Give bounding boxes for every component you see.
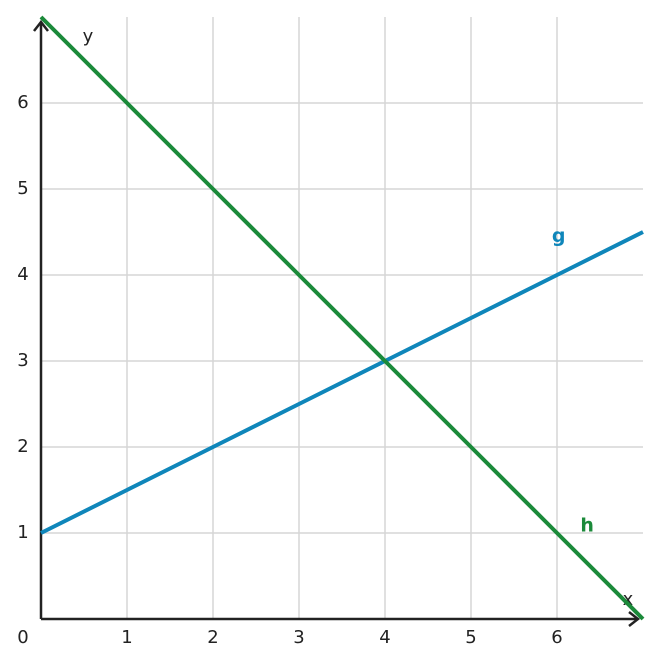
line — [40, 230, 644, 535]
y-tick-label: 6 — [17, 92, 28, 113]
y-axis-arrow — [33, 19, 49, 32]
y-tick-label: 2 — [17, 436, 28, 457]
y-axis-label: y — [83, 26, 94, 47]
x-axis-label: x — [623, 589, 634, 610]
y-tick-label: 5 — [17, 178, 28, 199]
x-tick-label: 4 — [379, 627, 390, 648]
x-tick-label: 2 — [207, 627, 218, 648]
y-tick-label: 4 — [17, 264, 28, 285]
series-label: h — [580, 515, 594, 537]
series-label: g — [552, 225, 566, 247]
x-tick-label: 6 — [551, 627, 562, 648]
x-tick-label: 1 — [121, 627, 132, 648]
x-tick-label: 5 — [465, 627, 476, 648]
x-axis-arrow — [628, 611, 641, 627]
line — [39, 15, 645, 621]
x-tick-label: 0 — [17, 627, 28, 648]
y-tick-label: 1 — [17, 522, 28, 543]
y-tick-label: 3 — [17, 350, 28, 371]
x-tick-label: 3 — [293, 627, 304, 648]
